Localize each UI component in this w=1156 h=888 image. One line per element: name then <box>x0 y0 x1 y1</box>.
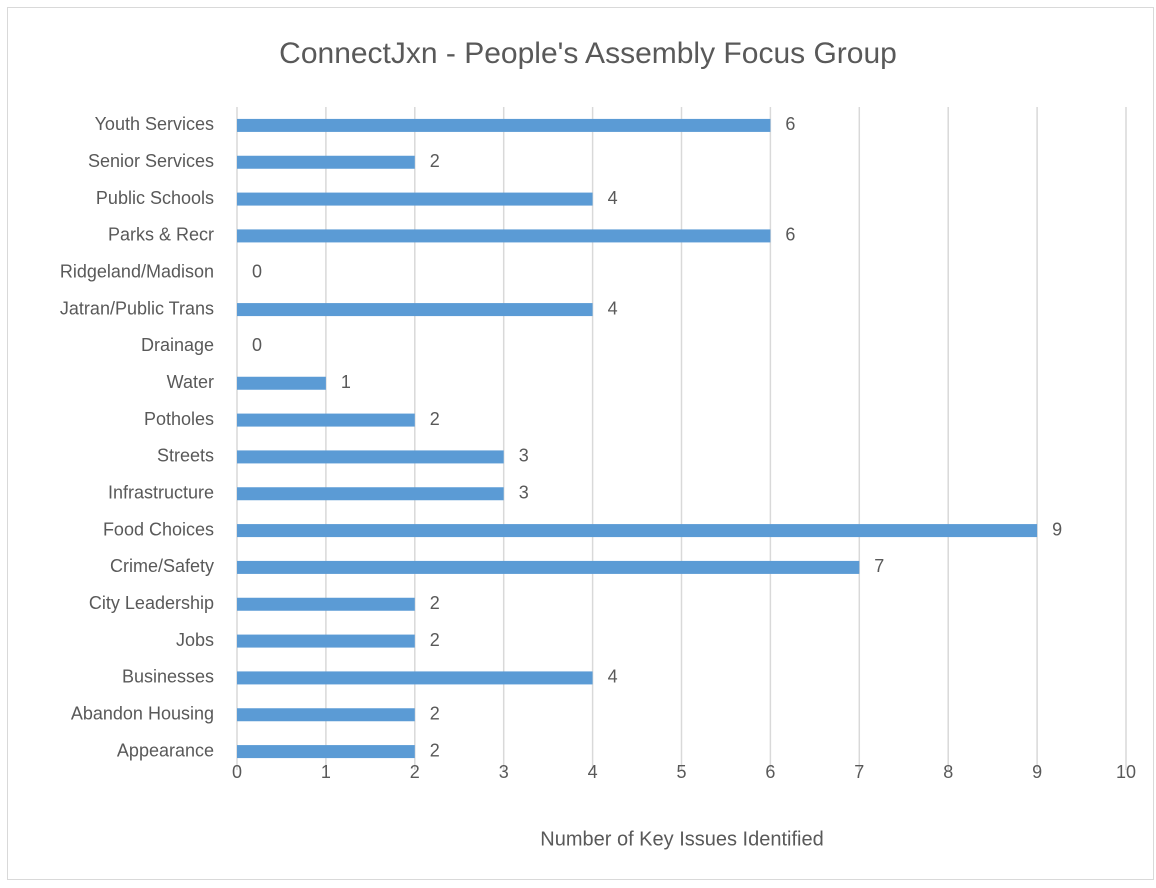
y-tick-label: Food Choices <box>103 519 214 539</box>
data-label: 7 <box>874 556 884 576</box>
bar <box>237 376 326 390</box>
data-label: 0 <box>252 262 262 282</box>
x-tick-label: 6 <box>765 762 775 782</box>
y-tick-label: Drainage <box>141 335 214 355</box>
chart-border <box>7 7 1154 880</box>
data-label: 2 <box>430 593 440 613</box>
bar <box>237 708 415 722</box>
bar <box>237 192 593 206</box>
y-tick-label: Senior Services <box>88 151 214 171</box>
data-label: 4 <box>608 298 618 318</box>
bar <box>237 303 593 317</box>
x-tick-label: 1 <box>321 762 331 782</box>
y-tick-label: Appearance <box>117 740 214 760</box>
data-label: 6 <box>785 225 795 245</box>
x-tick-label: 7 <box>854 762 864 782</box>
data-label: 2 <box>430 704 440 724</box>
y-tick-label: Jatran/Public Trans <box>60 298 214 318</box>
y-tick-label: Public Schools <box>96 188 214 208</box>
data-label: 3 <box>519 446 529 466</box>
data-label: 0 <box>252 335 262 355</box>
x-tick-label: 4 <box>588 762 598 782</box>
data-label: 2 <box>430 409 440 429</box>
y-tick-label: Infrastructure <box>108 483 214 503</box>
bar <box>237 524 1038 538</box>
y-tick-label: Streets <box>157 446 214 466</box>
data-label: 6 <box>785 114 795 134</box>
data-label: 4 <box>608 667 618 687</box>
bar <box>237 118 771 132</box>
data-label: 3 <box>519 483 529 503</box>
y-tick-label: Jobs <box>176 630 214 650</box>
x-tick-label: 0 <box>232 762 242 782</box>
y-tick-label: Water <box>167 372 214 392</box>
bar <box>237 597 415 611</box>
bar <box>237 487 504 501</box>
x-tick-label: 2 <box>410 762 420 782</box>
bar <box>237 745 415 759</box>
data-label: 4 <box>608 188 618 208</box>
x-tick-label: 10 <box>1116 762 1136 782</box>
data-label: 1 <box>341 372 351 392</box>
bar <box>237 413 415 427</box>
bar <box>237 634 415 648</box>
x-tick-label: 5 <box>676 762 686 782</box>
chart-title: ConnectJxn - People's Assembly Focus Gro… <box>279 37 897 70</box>
bar <box>237 560 860 574</box>
y-tick-label: Youth Services <box>95 114 214 134</box>
data-label: 2 <box>430 740 440 760</box>
x-tick-label: 8 <box>943 762 953 782</box>
data-label: 9 <box>1052 519 1062 539</box>
data-label: 2 <box>430 151 440 171</box>
bar <box>237 450 504 464</box>
y-tick-label: Potholes <box>144 409 214 429</box>
y-tick-label: City Leadership <box>89 593 214 613</box>
x-tick-label: 3 <box>499 762 509 782</box>
y-tick-label: Abandon Housing <box>71 704 214 724</box>
data-label: 2 <box>430 630 440 650</box>
x-tick-label: 9 <box>1032 762 1042 782</box>
y-tick-label: Businesses <box>122 667 214 687</box>
bar <box>237 155 415 169</box>
y-tick-label: Crime/Safety <box>110 556 214 576</box>
bar <box>237 671 593 685</box>
y-tick-label: Parks & Recr <box>108 225 214 245</box>
y-tick-label: Ridgeland/Madison <box>60 262 214 282</box>
x-axis-label: Number of Key Issues Identified <box>540 828 823 850</box>
bar <box>237 229 771 243</box>
